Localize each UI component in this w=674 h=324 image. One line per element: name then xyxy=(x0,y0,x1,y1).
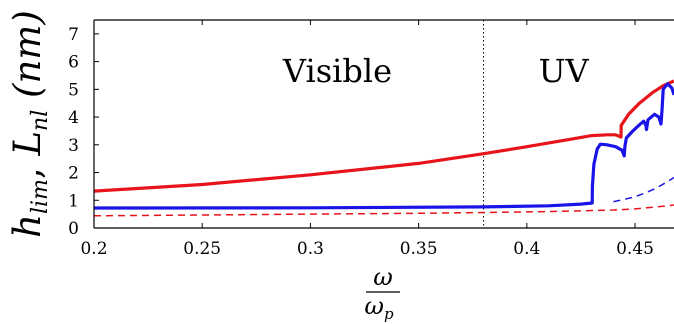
y-tick-label: 6 xyxy=(68,53,79,73)
y-tick-label: 1 xyxy=(68,191,79,211)
plot-area xyxy=(94,20,674,228)
annotation-uv: UV xyxy=(539,52,590,90)
y-tick-label: 2 xyxy=(68,164,79,184)
series-blue-solid xyxy=(93,82,674,210)
y-tick-label: 4 xyxy=(68,108,79,128)
x-tick-label: 0.25 xyxy=(183,239,221,259)
x-label-denominator: ωp xyxy=(364,292,394,323)
x-tick-label: 0.4 xyxy=(513,239,540,259)
y-tick-label: 0 xyxy=(68,219,79,239)
y-tick-label: 3 xyxy=(68,136,79,156)
x-axis-label: ω ωp xyxy=(364,263,400,323)
ticks-layer: 0.2 0.25 0.3 0.35 0.4 0.45 0 1 2 3 4 5 6 7 xyxy=(68,20,654,259)
x-label-numerator: ω xyxy=(373,263,393,291)
x-tick-label: 0.2 xyxy=(80,239,107,259)
y-tick-label: 5 xyxy=(68,80,79,100)
series-layer xyxy=(93,79,674,217)
x-tick-label: 0.35 xyxy=(400,239,438,259)
y-axis-label: hlim, Lnl (nm) xyxy=(6,10,53,238)
series-red-solid xyxy=(93,79,674,193)
svg-text:hlim, Lnl (nm): hlim, Lnl (nm) xyxy=(6,10,53,238)
x-tick-label: 0.3 xyxy=(297,239,324,259)
series-red-dashed xyxy=(93,204,674,217)
x-tick-label: 0.45 xyxy=(616,239,654,259)
y-tick-label: 7 xyxy=(68,25,79,45)
annotation-visible: Visible xyxy=(282,52,392,90)
